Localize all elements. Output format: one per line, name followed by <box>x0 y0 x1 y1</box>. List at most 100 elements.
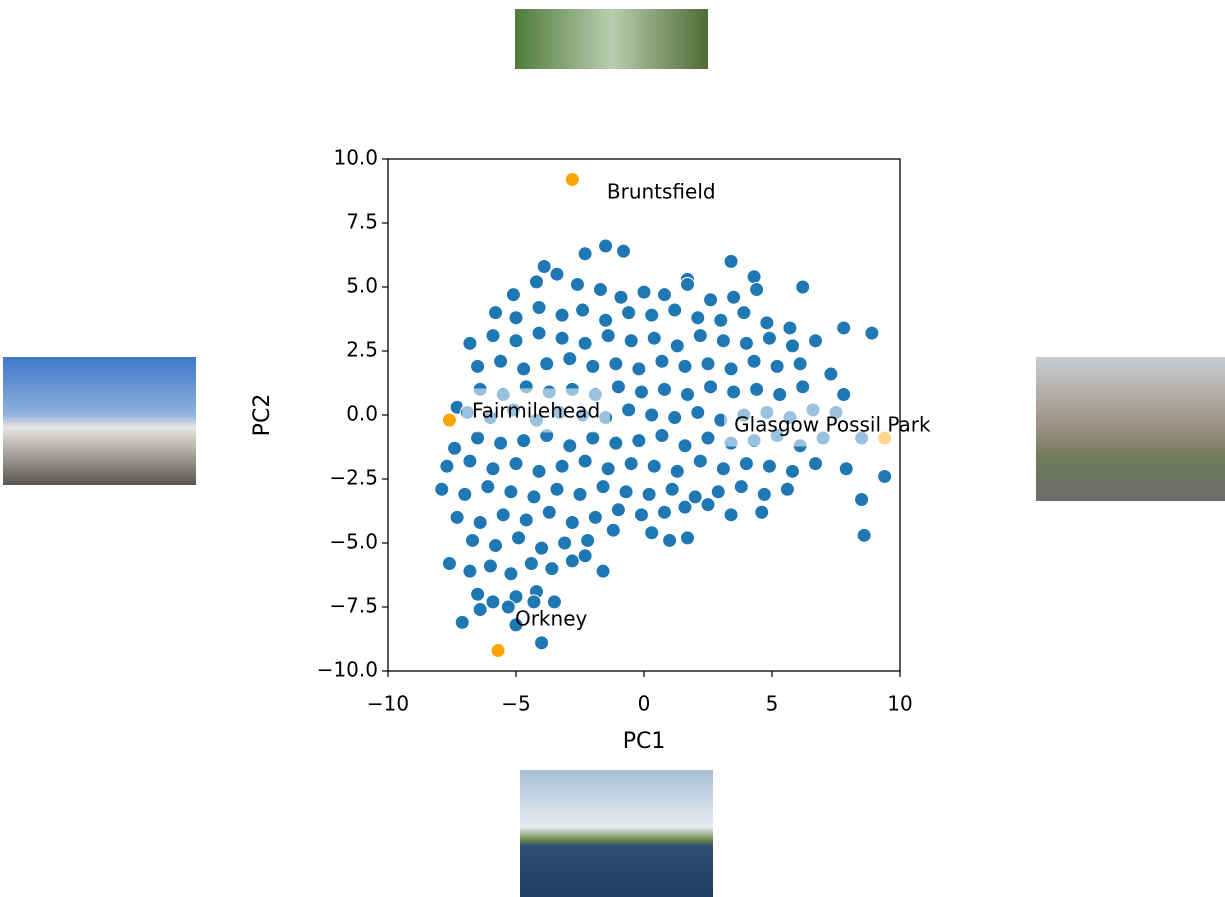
scatter-point <box>761 330 777 346</box>
scatter-point <box>516 433 532 449</box>
scatter-point <box>618 484 634 500</box>
scatter-point <box>654 427 670 443</box>
scatter-point <box>808 333 824 349</box>
scatter-point <box>531 299 547 315</box>
scatter-point <box>756 486 772 502</box>
scatter-point <box>680 530 696 546</box>
scatter-point <box>562 351 578 367</box>
scatter-point <box>723 361 739 377</box>
scatter-point <box>595 479 611 495</box>
y-axis-label: PC2 <box>250 394 275 437</box>
annotation: Glasgow Possil Park <box>734 413 931 437</box>
scatter-point <box>441 412 457 428</box>
scatter-point <box>723 253 739 269</box>
scatter-point <box>700 497 716 513</box>
scatter-point <box>656 287 672 303</box>
scatter-point <box>575 302 591 318</box>
x-tick-label: −5 <box>501 692 530 716</box>
scatter-point <box>633 384 649 400</box>
scatter-point <box>526 594 542 610</box>
scatter-point <box>690 404 706 420</box>
annotation-box <box>461 388 611 433</box>
scatter-point <box>662 532 678 548</box>
scatter-point <box>488 538 504 554</box>
scatter-point <box>605 522 621 538</box>
scatter-point <box>600 328 616 344</box>
y-tick-label: −2.5 <box>329 466 378 490</box>
scatter-point <box>613 289 629 305</box>
annotation: Fairmilehead <box>472 398 600 422</box>
scatter-point <box>462 563 478 579</box>
scatter-point <box>746 269 762 285</box>
scatter-point <box>557 535 573 551</box>
scatter-point <box>667 302 683 318</box>
scatter-point <box>631 361 647 377</box>
photo-bottom <box>520 770 713 897</box>
scatter-point <box>692 328 708 344</box>
y-tick-label: −5.0 <box>329 530 378 554</box>
scatter-point <box>472 515 488 531</box>
scatter-point <box>836 320 852 336</box>
scatter-point <box>511 530 527 546</box>
y-tick-label: 5.0 <box>346 274 378 298</box>
scatter-point <box>572 486 588 502</box>
scatter-point <box>726 289 742 305</box>
scatter-point <box>493 353 509 369</box>
scatter-point <box>439 458 455 474</box>
scatter-point <box>644 307 660 323</box>
scatter-point <box>534 635 550 651</box>
scatter-point <box>772 387 788 403</box>
scatter-point <box>598 238 614 254</box>
scatter-point <box>690 310 706 326</box>
scatter-point <box>505 287 521 303</box>
scatter-point <box>508 310 524 326</box>
scatter-point <box>784 338 800 354</box>
scatter-point <box>536 259 552 275</box>
scatter-point <box>518 512 534 528</box>
scatter-point <box>692 453 708 469</box>
annotation: Bruntsfield <box>607 180 716 204</box>
scatter-point <box>541 504 557 520</box>
scatter-point <box>836 387 852 403</box>
photo-left <box>3 357 196 485</box>
scatter-point <box>715 461 731 477</box>
scatter-point <box>485 328 501 344</box>
scatter-point <box>577 453 593 469</box>
scatter-point <box>733 479 749 495</box>
scatter-point <box>723 507 739 523</box>
scatter-point <box>544 561 560 577</box>
x-tick-label: 0 <box>638 692 651 716</box>
scatter-point <box>470 430 486 446</box>
scatter-point <box>854 491 870 507</box>
scatter-point <box>667 410 683 426</box>
scatter-point <box>480 479 496 495</box>
scatter-point <box>710 484 726 500</box>
x-tick-label: 5 <box>766 692 779 716</box>
scatter-point <box>856 527 872 543</box>
scatter-point <box>592 282 608 298</box>
plot-area: Bruntsfield Fairmilehead Glasgow Possil Pa… <box>317 146 942 716</box>
scatter-point <box>759 315 775 331</box>
scatter-point <box>528 274 544 290</box>
scatter-point <box>749 381 765 397</box>
scatter-point <box>503 484 519 500</box>
scatter-point <box>546 594 562 610</box>
scatter-point <box>838 461 854 477</box>
x-tick-label: −10 <box>367 692 409 716</box>
scatter-point <box>644 525 660 541</box>
scatter-point <box>587 509 603 525</box>
scatter-point <box>577 335 593 351</box>
scatter-point <box>646 458 662 474</box>
scatter-point <box>539 356 555 372</box>
scatter-point <box>449 509 465 525</box>
scatter-point <box>754 504 770 520</box>
scatter-point <box>680 387 696 403</box>
scatter-point <box>495 507 511 523</box>
scatter-point <box>779 481 795 497</box>
scatter-point <box>598 312 614 328</box>
scatter-point <box>669 338 685 354</box>
scatter-point <box>569 276 585 292</box>
scatter-point <box>534 540 550 556</box>
scatter-point <box>623 456 639 472</box>
